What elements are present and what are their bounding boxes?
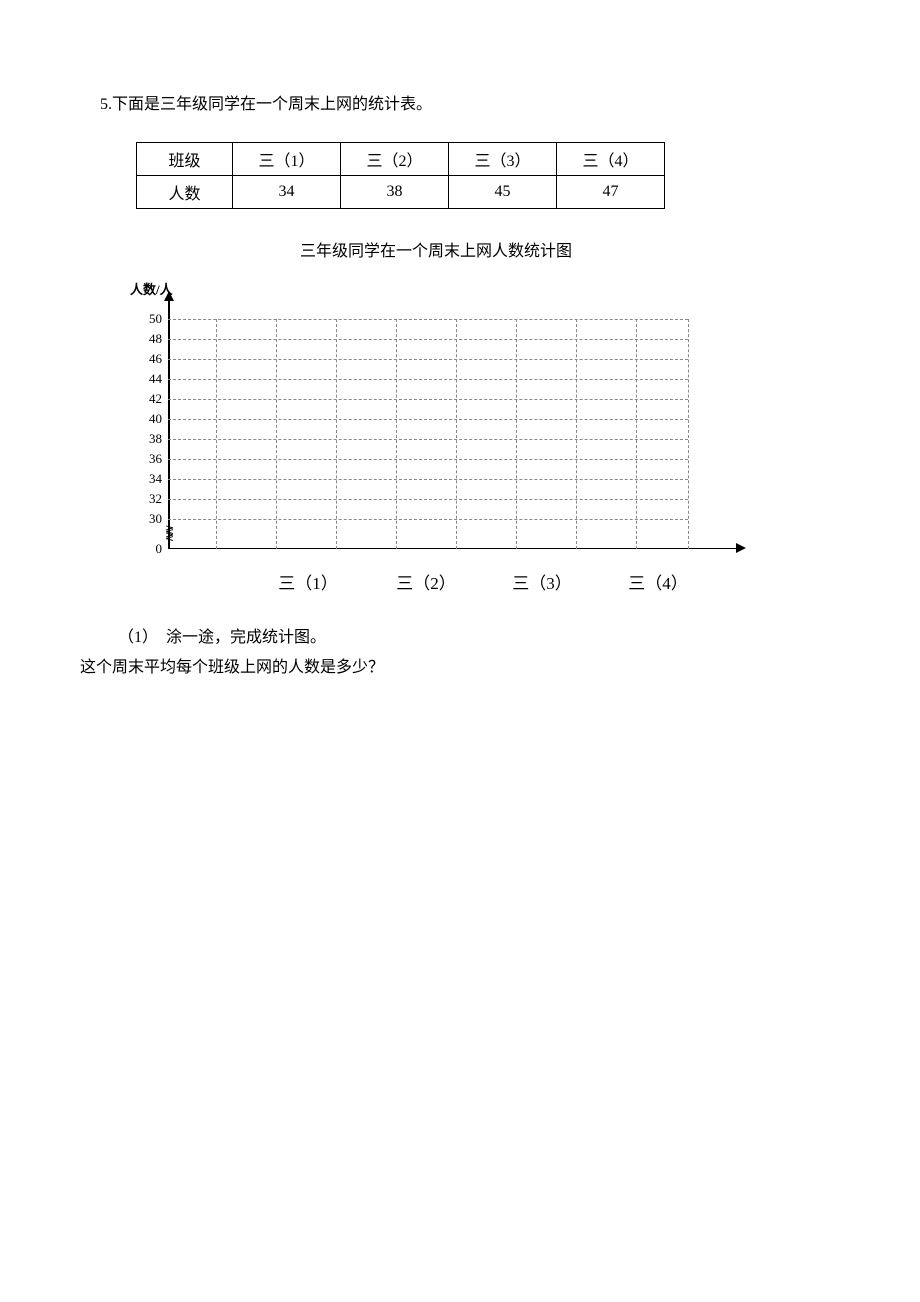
y-tick: 38	[149, 431, 162, 447]
sub-questions: （1） 涂一途，完成统计图。 这个周末平均每个班级上网的人数是多少？	[100, 623, 820, 684]
gridline-h	[168, 479, 688, 480]
gridline-v	[396, 319, 397, 549]
arrow-up-icon	[164, 291, 174, 301]
arrow-right-icon	[736, 543, 746, 553]
x-label: 三（2）	[396, 569, 456, 594]
y-tick: 34	[149, 471, 162, 487]
gridline-h	[168, 439, 688, 440]
gridline-v	[456, 319, 457, 549]
subquestion-1: （1） 涂一途，完成统计图。	[118, 623, 820, 653]
gridline-h	[168, 519, 688, 520]
question-body: 下面是三年级同学在一个周末上网的统计表。	[112, 96, 432, 113]
gridline-h	[168, 339, 688, 340]
col-header: 三（4）	[557, 143, 665, 176]
y-tick: 42	[149, 391, 162, 407]
y-axis	[168, 299, 170, 549]
chart-title: 三年级同学在一个周末上网人数统计图	[300, 237, 820, 261]
gridline-h	[168, 319, 688, 320]
col-header: 三（2）	[341, 143, 449, 176]
gridline-h	[168, 419, 688, 420]
gridline-v	[216, 319, 217, 549]
y-tick: 0	[156, 541, 163, 557]
gridline-v	[336, 319, 337, 549]
y-tick: 46	[149, 351, 162, 367]
x-label: 三（4）	[628, 569, 688, 594]
subq-number: （1）	[118, 629, 158, 646]
data-table: 班级 三（1） 三（2） 三（3） 三（4） 人数 34 38 45 47	[136, 142, 665, 209]
table-row: 班级 三（1） 三（2） 三（3） 三（4）	[137, 143, 665, 176]
axis-break-icon: ≷≷	[165, 527, 174, 541]
cell-value: 38	[341, 176, 449, 209]
gridline-h	[168, 379, 688, 380]
table-row: 人数 34 38 45 47	[137, 176, 665, 209]
gridline-v	[516, 319, 517, 549]
gridline-h	[168, 399, 688, 400]
x-axis	[168, 548, 738, 550]
gridline-h	[168, 459, 688, 460]
gridline-v	[688, 319, 689, 549]
y-tick: 50	[149, 311, 162, 327]
x-label: 三（3）	[512, 569, 572, 594]
y-tick: 36	[149, 451, 162, 467]
y-tick: 30	[149, 511, 162, 527]
row-header: 班级	[137, 143, 233, 176]
question-text: 5.下面是三年级同学在一个周末上网的统计表。	[100, 90, 820, 114]
row-header: 人数	[137, 176, 233, 209]
col-header: 三（1）	[233, 143, 341, 176]
cell-value: 45	[449, 176, 557, 209]
gridline-v	[636, 319, 637, 549]
gridline-v	[276, 319, 277, 549]
col-header: 三（3）	[449, 143, 557, 176]
y-tick: 32	[149, 491, 162, 507]
y-tick: 40	[149, 411, 162, 427]
subquestion-2: 这个周末平均每个班级上网的人数是多少？	[80, 653, 820, 683]
question-number: 5.	[100, 96, 112, 113]
bar-chart: 人数/人 50 48	[130, 279, 750, 599]
y-tick: 48	[149, 331, 162, 347]
gridline-h	[168, 499, 688, 500]
cell-value: 47	[557, 176, 665, 209]
y-tick: 44	[149, 371, 162, 387]
subq-text: 涂一途，完成统计图。	[166, 629, 326, 646]
chart-plot-area: 50 48 46 44 42 40 38 36 34 32 30 0 ≷≷	[168, 299, 728, 559]
gridline-h	[168, 359, 688, 360]
gridline-v	[576, 319, 577, 549]
x-label: 三（1）	[278, 569, 338, 594]
cell-value: 34	[233, 176, 341, 209]
